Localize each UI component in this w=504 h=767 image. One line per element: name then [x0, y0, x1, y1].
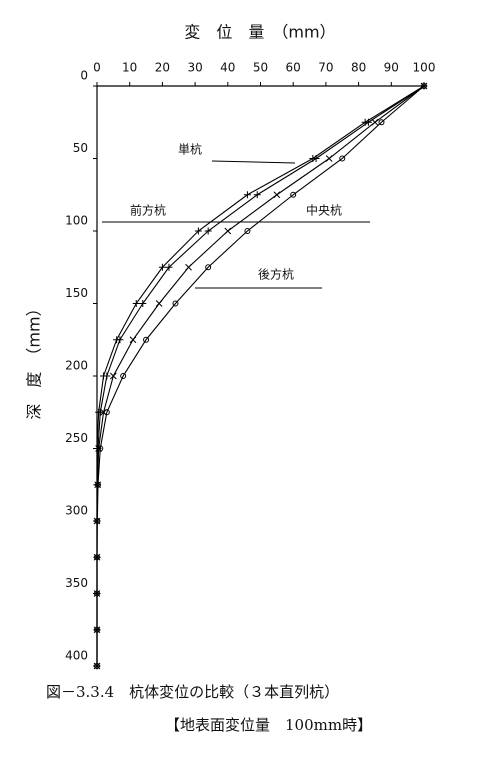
- point-marker: [421, 83, 427, 89]
- x-tick-label: 90: [384, 61, 399, 75]
- y-tick-label: 300: [65, 504, 88, 518]
- point-marker: [132, 300, 140, 307]
- point-marker: [94, 626, 100, 633]
- x-tick-label: 50: [253, 61, 268, 75]
- point-marker: [244, 228, 251, 234]
- point-marker: [94, 663, 100, 669]
- y-tick-label: 100: [65, 214, 88, 228]
- caption: 図－3.3.4 杭体変位の比較（３本直列杭）: [46, 683, 339, 701]
- point-marker: [325, 155, 333, 162]
- x-tick-label: 0: [93, 61, 101, 75]
- point-marker: [94, 481, 101, 488]
- x-tick-label: 30: [187, 61, 202, 75]
- point-marker: [185, 263, 192, 271]
- series-label: 前方杭: [130, 203, 166, 218]
- point-marker: [109, 372, 117, 380]
- y-tick-label: 150: [65, 286, 88, 300]
- series-line: [96, 85, 425, 666]
- point-marker: [94, 590, 100, 597]
- x-axis-title: 変 位 量 （mm）: [184, 23, 335, 42]
- point-marker: [129, 336, 137, 344]
- point-marker: [364, 118, 372, 126]
- y-tick-label: 50: [73, 141, 88, 155]
- y-axis-title: 深 度 （mm）: [25, 300, 44, 419]
- y-tick-label: 0: [80, 69, 88, 83]
- point-marker: [97, 445, 104, 452]
- point-marker: [194, 227, 202, 235]
- annotation-leaders: [102, 160, 370, 289]
- y-tick-label: 350: [65, 576, 88, 590]
- caption: 【地表面変位量 100mm時】: [165, 716, 372, 734]
- series-label: 単杭: [178, 142, 202, 157]
- x-tick-label: 70: [318, 61, 333, 75]
- point-marker: [253, 191, 261, 199]
- y-tick-label: 200: [65, 359, 88, 373]
- point-marker: [273, 191, 281, 199]
- x-tick-label: 60: [286, 61, 301, 75]
- point-marker: [158, 263, 166, 271]
- point-marker: [371, 118, 379, 126]
- series-line: [96, 85, 425, 666]
- point-marker: [378, 119, 385, 126]
- point-marker: [205, 264, 212, 271]
- point-marker: [243, 191, 251, 199]
- point-marker: [339, 155, 346, 162]
- point-marker: [172, 300, 179, 307]
- point-marker: [224, 227, 232, 235]
- point-marker: [103, 409, 110, 416]
- x-tick-label: 100: [413, 61, 436, 75]
- point-marker: [103, 372, 111, 380]
- x-tick-label: 80: [351, 61, 366, 75]
- y-tick-label: 400: [65, 649, 88, 663]
- point-marker: [204, 227, 212, 235]
- point-marker: [312, 155, 320, 162]
- point-marker: [94, 554, 100, 561]
- series-label: 後方杭: [258, 267, 294, 282]
- point-marker: [94, 518, 101, 524]
- point-marker: [155, 300, 163, 307]
- x-tick-label: 20: [155, 61, 170, 75]
- x-tick-label: 10: [122, 61, 137, 75]
- series-line: [96, 85, 425, 666]
- point-marker: [96, 408, 104, 416]
- point-marker: [143, 336, 150, 343]
- point-marker: [165, 263, 173, 271]
- point-marker: [290, 191, 297, 198]
- y-tick-label: 250: [65, 431, 88, 445]
- series-line: [96, 85, 425, 666]
- point-marker: [120, 373, 127, 379]
- series-label: 中央杭: [306, 203, 342, 218]
- point-marker: [116, 336, 124, 344]
- point-marker: [139, 300, 147, 307]
- x-tick-label: 40: [220, 61, 235, 75]
